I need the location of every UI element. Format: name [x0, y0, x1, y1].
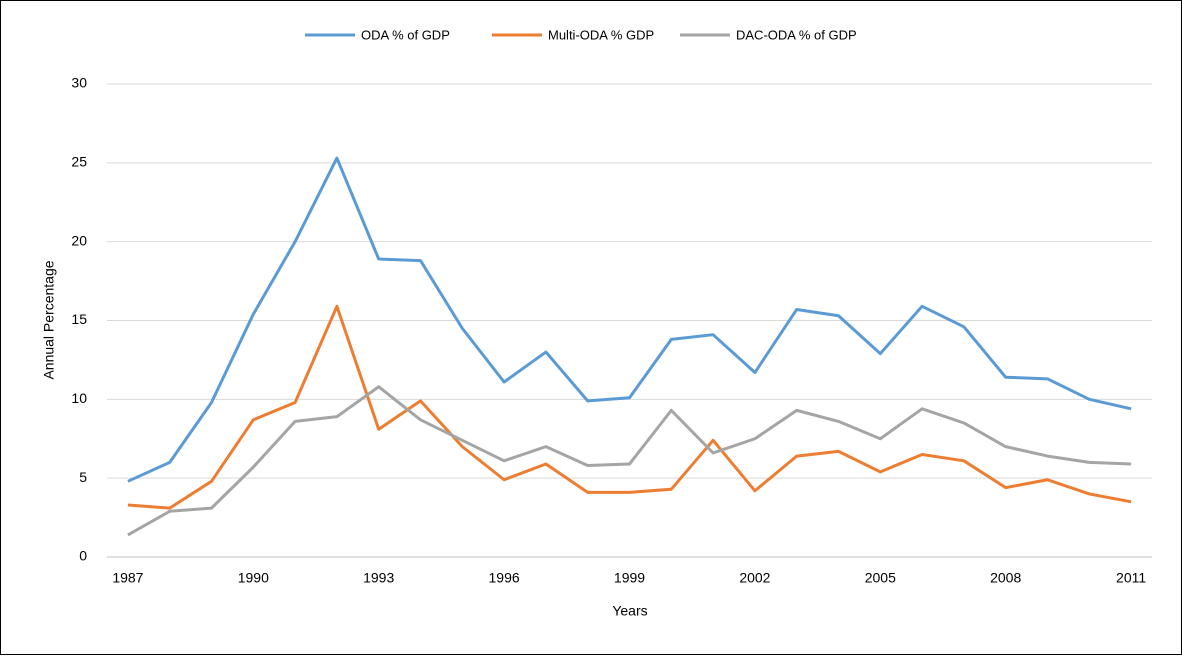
x-tick-label: 2011: [1116, 570, 1146, 586]
x-tick-label: 2005: [865, 570, 896, 586]
y-tick-label: 10: [71, 390, 87, 406]
series-line: [127, 304, 1132, 510]
y-tick-label: 20: [71, 232, 87, 248]
x-tick-label: 2002: [739, 570, 770, 586]
y-tick-label: 15: [71, 311, 87, 327]
x-tick-label: 1987: [112, 570, 143, 586]
y-tick-label: 25: [71, 154, 87, 170]
x-tick-label: 1990: [238, 570, 269, 586]
series-line: [127, 385, 1132, 537]
x-axis-label: Years: [612, 603, 647, 619]
x-tick-label: 1999: [614, 570, 645, 586]
y-tick-label: 30: [71, 75, 87, 91]
series-line: [127, 156, 1132, 483]
y-axis-label: Annual Percentage: [41, 260, 57, 379]
legend-label: ODA % of GDP: [361, 27, 450, 42]
x-tick-label: 1996: [489, 570, 520, 586]
y-tick-label: 0: [79, 548, 87, 564]
legend-label: Multi-ODA % GDP: [548, 27, 654, 42]
legend-label: DAC-ODA % of GDP: [736, 27, 857, 42]
x-tick-label: 2008: [990, 570, 1021, 586]
x-tick-label: 1993: [363, 570, 394, 586]
y-tick-label: 5: [79, 469, 87, 485]
